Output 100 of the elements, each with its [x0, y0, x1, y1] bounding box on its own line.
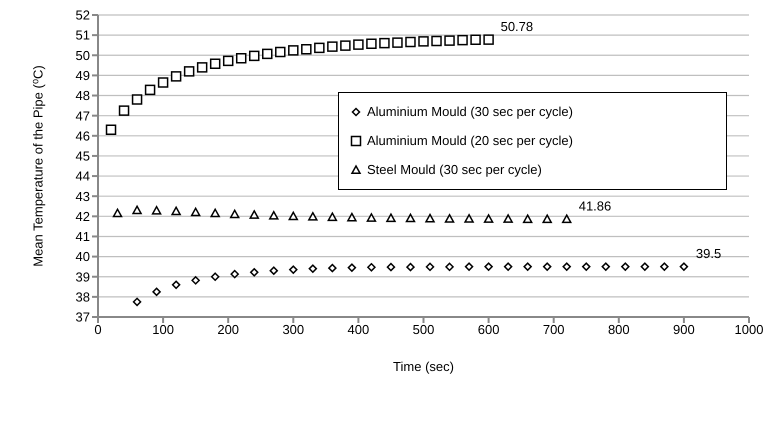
point	[602, 262, 610, 271]
point	[406, 262, 415, 272]
y-tick-label: 51	[76, 28, 90, 43]
x-tick-label: 700	[542, 322, 565, 338]
point	[249, 210, 259, 219]
y-tick-label: 47	[76, 108, 90, 124]
point	[348, 263, 356, 272]
x-tick-label: 300	[282, 322, 304, 338]
y-tick-label: 44	[76, 168, 90, 184]
y-tick-label: 39	[76, 269, 90, 284]
point	[464, 214, 474, 223]
x-tick-label: 200	[217, 322, 240, 338]
point	[248, 50, 260, 62]
y-tick-label: 42	[76, 208, 90, 224]
legend-label: Aluminium Mould (20 sec per cycle)	[367, 133, 573, 148]
point	[250, 268, 258, 277]
point	[366, 38, 377, 50]
point	[503, 214, 513, 223]
data-label: 50.78	[500, 19, 534, 34]
point	[275, 46, 286, 58]
point	[308, 264, 318, 273]
point	[340, 40, 351, 51]
point	[392, 37, 403, 48]
y-tick-label: 48	[76, 88, 90, 104]
point	[270, 266, 278, 275]
point	[262, 48, 273, 60]
point	[484, 262, 493, 271]
point	[367, 263, 376, 272]
point	[327, 41, 338, 52]
point	[210, 58, 220, 69]
point	[431, 36, 442, 46]
x-tick-label: 500	[412, 322, 434, 338]
point	[210, 208, 220, 218]
point	[562, 262, 571, 271]
point	[621, 262, 630, 271]
point	[144, 84, 156, 96]
data-label: 39.5	[696, 246, 722, 262]
point	[660, 262, 669, 271]
point	[269, 210, 279, 220]
point	[418, 36, 429, 47]
point	[425, 214, 435, 222]
point	[347, 212, 357, 222]
y-tick-label: 41	[76, 229, 90, 244]
point	[328, 264, 337, 272]
x-axis-title: Time (sec)	[393, 359, 454, 374]
x-tick-label: 800	[608, 322, 630, 338]
data-label: 41.86	[578, 198, 612, 214]
y-tick-label: 37	[76, 310, 90, 325]
point	[379, 38, 390, 48]
point	[444, 214, 454, 223]
point	[405, 36, 416, 48]
x-tick-label: 0	[94, 322, 102, 338]
point	[562, 214, 572, 224]
y-tick-label: 38	[76, 289, 90, 304]
point	[444, 35, 455, 46]
point	[288, 212, 298, 220]
point	[484, 214, 494, 223]
point	[152, 288, 161, 296]
point	[483, 34, 494, 45]
x-tick-label: 400	[348, 322, 370, 338]
x-tick-label: 600	[478, 322, 500, 338]
point	[191, 276, 200, 285]
point	[314, 42, 325, 54]
point	[132, 298, 142, 306]
legend-label: Aluminium Mould (30 sec per cycle)	[367, 104, 573, 119]
y-tick-label: 40	[76, 249, 90, 264]
point	[582, 262, 590, 271]
y-axis-title: Mean Temperature of the Pipe (⁰C)	[30, 65, 46, 267]
x-tick-label: 100	[152, 322, 174, 338]
point	[171, 206, 181, 216]
point	[301, 44, 312, 54]
y-tick-label: 46	[76, 128, 90, 144]
point	[230, 210, 240, 218]
point	[288, 45, 299, 56]
point	[222, 56, 234, 66]
x-tick-label: 900	[673, 322, 695, 338]
y-tick-label: 49	[76, 68, 90, 84]
point	[112, 208, 122, 218]
point	[308, 212, 318, 221]
point	[158, 77, 168, 88]
point	[132, 206, 142, 214]
point	[353, 39, 364, 50]
point	[522, 214, 532, 224]
y-tick-label: 50	[76, 48, 90, 63]
point	[542, 214, 552, 224]
point	[426, 262, 434, 272]
point	[196, 62, 208, 73]
point	[504, 262, 512, 271]
point	[172, 280, 180, 290]
point	[470, 34, 481, 46]
point	[132, 94, 142, 105]
point	[464, 262, 474, 271]
point	[406, 214, 416, 222]
point	[289, 265, 298, 274]
y-tick-label: 52	[76, 8, 90, 23]
point	[523, 262, 532, 271]
point	[170, 71, 182, 82]
point	[457, 34, 468, 46]
point	[386, 262, 396, 272]
point	[118, 105, 130, 116]
